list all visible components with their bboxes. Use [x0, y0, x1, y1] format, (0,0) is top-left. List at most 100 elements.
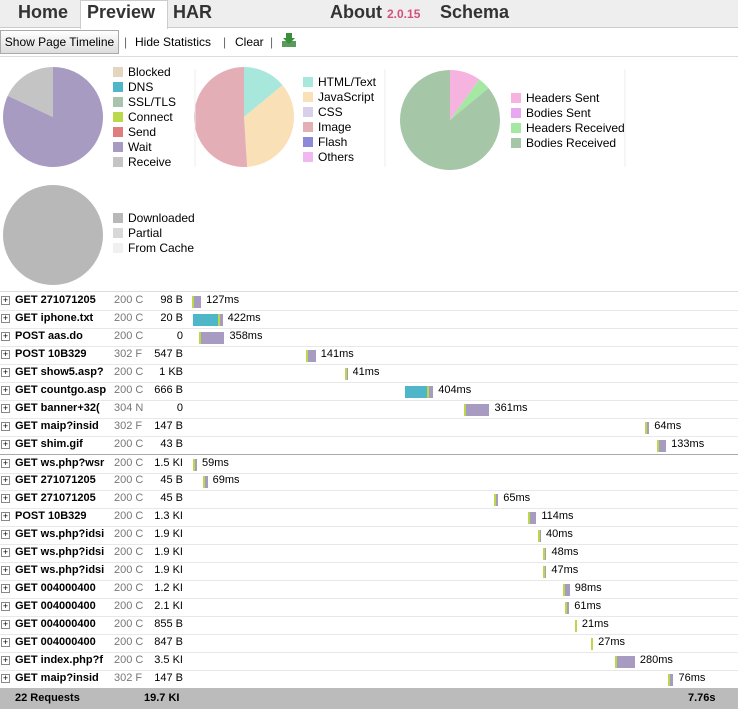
time-label: 48ms	[551, 546, 579, 558]
expander: +	[1, 638, 10, 647]
legend-swatch	[113, 82, 123, 92]
request-row[interactable]: + GET banner+32(304 N 0 361ms	[0, 400, 738, 419]
tab[interactable]: Preview	[87, 2, 156, 22]
time-label: 127ms	[206, 294, 240, 306]
status: 200 C	[114, 474, 144, 486]
request-row[interactable]: + GET maip?insid 302 F 147 B 76ms	[0, 670, 738, 689]
request-row[interactable]: + GET 271071205 200 C 45 B 69ms	[0, 472, 738, 491]
legend-swatch	[511, 108, 521, 118]
size: 1.9 KI	[154, 546, 183, 558]
size: 0	[176, 330, 183, 342]
legend-swatch	[303, 77, 313, 87]
request-row[interactable]: + POST aas.do 200 C 0 358ms	[0, 328, 738, 347]
status: 200 C	[114, 618, 144, 630]
request-row[interactable]: + GET iphone.txt 200 C 20 B 422ms	[0, 310, 738, 329]
clear[interactable]: Clear	[235, 35, 264, 49]
legend-swatch	[113, 97, 123, 107]
timing-bar	[344, 368, 348, 380]
request-url: GET maip?insid	[15, 420, 99, 432]
status: 302 F	[114, 672, 143, 684]
about-tab[interactable]: About 2.0.15	[330, 2, 420, 23]
expander: +	[1, 350, 10, 359]
timeline-button[interactable]: Show Page Timeline	[0, 30, 119, 54]
legend-label: Send	[128, 125, 156, 139]
legend-label: Receive	[128, 155, 172, 169]
request-url: GET 271071205	[15, 474, 96, 486]
send-segment	[543, 548, 546, 560]
status: 200 C	[114, 457, 144, 469]
request-list: + GET 271071205 200 C 98 B 127ms + GET iphone.…	[0, 291, 738, 689]
status: 200 C	[114, 492, 144, 504]
selected-tab-bg	[80, 0, 168, 29]
legend-swatch	[303, 137, 313, 147]
time-label: 361ms	[494, 402, 528, 414]
legend-label: Bodies Sent	[526, 106, 591, 120]
legend-label: Bodies Received	[526, 136, 616, 150]
request-row[interactable]: + GET shim.gif 200 C 43 B 133ms	[0, 436, 738, 455]
legend-label: From Cache	[128, 241, 194, 255]
download-icon[interactable]	[281, 32, 297, 48]
status: 200 C	[114, 636, 144, 648]
schema-tab[interactable]: Schema	[440, 2, 510, 22]
timing-bar	[538, 530, 541, 542]
time-label: 61ms	[574, 600, 602, 612]
request-row[interactable]: + GET 004000400 200 C 1.2 KI 98ms	[0, 580, 738, 599]
status: 302 F	[114, 420, 143, 432]
request-row[interactable]: + GET 271071205 200 C 98 B 127ms	[0, 292, 738, 311]
timing-bar	[615, 656, 635, 668]
request-row[interactable]: + GET maip?insid 302 F 147 B 64ms	[0, 418, 738, 437]
request-row[interactable]: + POST 10B329 302 F 547 B 141ms	[0, 346, 738, 365]
status: 302 F	[114, 348, 143, 360]
size: 45 B	[160, 474, 183, 486]
expander: +	[1, 440, 10, 449]
time-label: 21ms	[581, 618, 609, 630]
time-label: 40ms	[545, 528, 573, 540]
request-row[interactable]: + GET 004000400 200 C 855 B 21ms	[0, 616, 738, 635]
pie-slice	[3, 185, 103, 285]
timing-bar	[202, 476, 208, 488]
request-row[interactable]: + GET ws.php?idsi 200 C 1.9 KI 47ms	[0, 562, 738, 581]
request-url: GET 004000400	[15, 582, 96, 594]
send-segment	[562, 584, 565, 596]
size: 3.5 KI	[154, 654, 183, 666]
legend-label: Headers Received	[526, 121, 625, 135]
request-row[interactable]: + GET show5.asp? 200 C 1 KB 41ms	[0, 364, 738, 383]
send-segment	[564, 602, 567, 614]
pie-slice	[450, 70, 480, 120]
request-row[interactable]: + GET 004000400 200 C 847 B 27ms	[0, 634, 738, 653]
timing-bar	[192, 314, 223, 326]
request-row[interactable]: + GET 004000400 200 C 2.1 KI 61ms	[0, 598, 738, 617]
expander: +	[1, 602, 10, 611]
tab[interactable]: HAR	[173, 2, 212, 22]
legend-swatch	[113, 213, 123, 223]
status: 200 C	[114, 384, 144, 396]
size: 1 KB	[159, 366, 183, 378]
request-row[interactable]: + GET ws.php?idsi 200 C 1.9 KI 40ms	[0, 526, 738, 545]
legend-swatch	[113, 67, 123, 77]
send-segment	[538, 530, 541, 542]
request-row[interactable]: + GET index.php?f 200 C 3.5 KI 280ms	[0, 652, 738, 671]
request-url: GET 004000400	[15, 600, 96, 612]
request-row[interactable]: + GET ws.php?idsi 200 C 1.9 KI 48ms	[0, 544, 738, 563]
request-row[interactable]: + GET countgo.asp 200 C 666 B 404ms	[0, 382, 738, 401]
legend-label: Wait	[128, 140, 152, 154]
timing-bar	[668, 674, 674, 686]
send-segment	[427, 386, 430, 398]
expander: +	[1, 656, 10, 665]
tab[interactable]: Home	[18, 2, 69, 22]
legend-swatch	[303, 107, 313, 117]
pie-slice	[400, 70, 501, 170]
timing-bar	[528, 512, 537, 524]
expander: +	[1, 530, 10, 539]
request-row[interactable]: + GET ws.php?wsr 200 C 1.5 KI 59ms	[0, 454, 738, 474]
size: 2.1 KI	[154, 600, 183, 612]
status: 200 C	[114, 564, 144, 576]
request-row[interactable]: + GET 271071205 200 C 45 B 65ms	[0, 490, 738, 509]
request-row[interactable]: + POST 10B329 200 C 1.3 KI 114ms	[0, 508, 738, 527]
status: 200 C	[114, 330, 144, 342]
time-label: 69ms	[212, 474, 240, 486]
timing-bar	[562, 584, 570, 596]
hide-stats[interactable]: Hide Statistics	[135, 35, 212, 49]
size: 147 B	[154, 672, 183, 684]
